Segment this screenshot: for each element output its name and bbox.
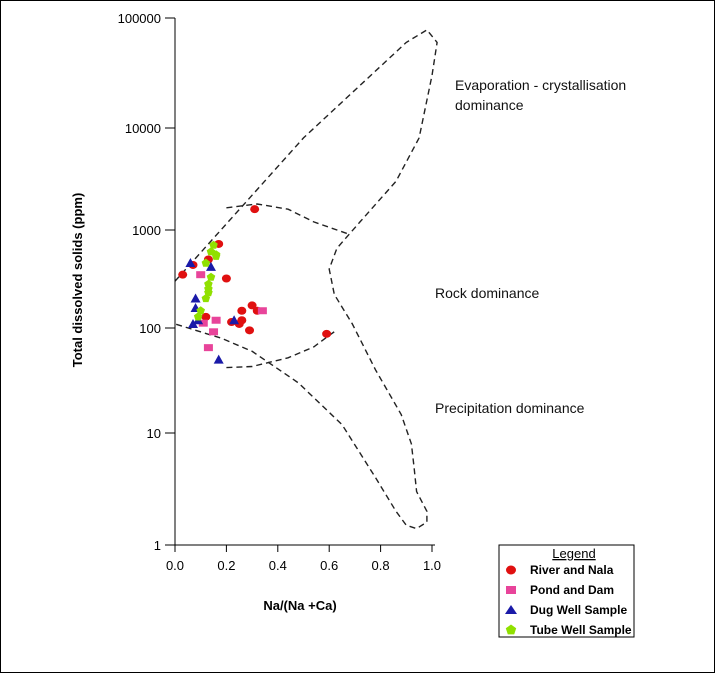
region-label: Evaporation - crystallisation [455, 77, 626, 93]
data-point-circle [250, 205, 260, 214]
data-point-triangle [190, 293, 201, 303]
x-tick-label: 0.6 [320, 558, 338, 573]
legend-label: Dug Well Sample [530, 603, 627, 617]
region-label: Rock dominance [435, 285, 539, 301]
region-labels: Evaporation - crystallisation dominance Ro… [435, 77, 626, 416]
data-point-pentagon [211, 250, 221, 259]
data-point-square [196, 271, 206, 279]
data-point-pentagon [204, 284, 213, 293]
x-tick-label: 0.4 [269, 558, 287, 573]
data-point-circle [247, 301, 257, 310]
data-point-circle [245, 326, 255, 335]
y-tick-label: 10000 [125, 121, 161, 136]
region-label: dominance [455, 97, 524, 113]
data-point-circle [201, 312, 211, 321]
data-point-square [211, 316, 221, 324]
data-point-triangle [185, 258, 196, 268]
legend-label: River and Nala [530, 563, 614, 577]
legend: Legend River and Nala Pond and Dam Dug Wel… [498, 544, 635, 638]
upper-boundary [226, 203, 351, 236]
region-label: Precipitation dominance [435, 400, 585, 416]
dominance-envelope [174, 28, 438, 530]
legend-marker-triangle [505, 605, 517, 614]
legend-box [498, 544, 635, 638]
legend-title: Legend [552, 546, 595, 561]
data-point-square [209, 328, 219, 336]
legend-label: Pond and Dam [530, 583, 614, 597]
envelope-outer [174, 28, 438, 530]
legend-marker-square [506, 586, 516, 594]
y-tick-label: 100000 [118, 11, 161, 26]
data-point-triangle [213, 354, 224, 364]
legend-marker-circle [506, 565, 516, 575]
data-point-triangle [229, 315, 240, 325]
data-point-circle [221, 274, 231, 283]
y-axis-title: Total dissolved solids (ppm) [70, 193, 85, 368]
data-point-triangle [187, 318, 198, 328]
data-point-pentagon [209, 240, 218, 249]
x-tick-label: 1.0 [423, 558, 441, 573]
y-tick-label: 1 [154, 538, 161, 553]
data-point-pentagon [196, 306, 205, 315]
legend-label: Tube Well Sample [530, 623, 632, 637]
lower-boundary [226, 331, 335, 369]
data-point-pentagon [204, 279, 213, 288]
y-tick-label: 1000 [132, 223, 161, 238]
data-point-triangle [205, 261, 216, 271]
x-tick-label: 0.2 [217, 558, 235, 573]
data-point-square [257, 307, 267, 315]
axes: 1 10 100 1000 10000 100000 0.0 0.2 0.4 0.6 0.8 1.0 [118, 11, 441, 573]
data-points [178, 205, 332, 364]
x-tick-label: 0.8 [372, 558, 390, 573]
data-point-pentagon [206, 272, 216, 281]
legend-marker-pentagon [505, 624, 517, 635]
data-point-pentagon [201, 294, 211, 303]
y-tick-label: 10 [147, 426, 161, 441]
y-tick-label: 100 [139, 321, 161, 336]
data-point-circle [322, 329, 332, 338]
data-point-pentagon [201, 258, 211, 267]
data-point-circle [237, 306, 247, 315]
data-point-square [198, 319, 208, 327]
x-tick-label: 0.0 [166, 558, 184, 573]
data-point-circle [178, 270, 188, 279]
x-axis-title: Na/(Na +Ca) [263, 598, 336, 613]
data-point-square [203, 344, 213, 352]
